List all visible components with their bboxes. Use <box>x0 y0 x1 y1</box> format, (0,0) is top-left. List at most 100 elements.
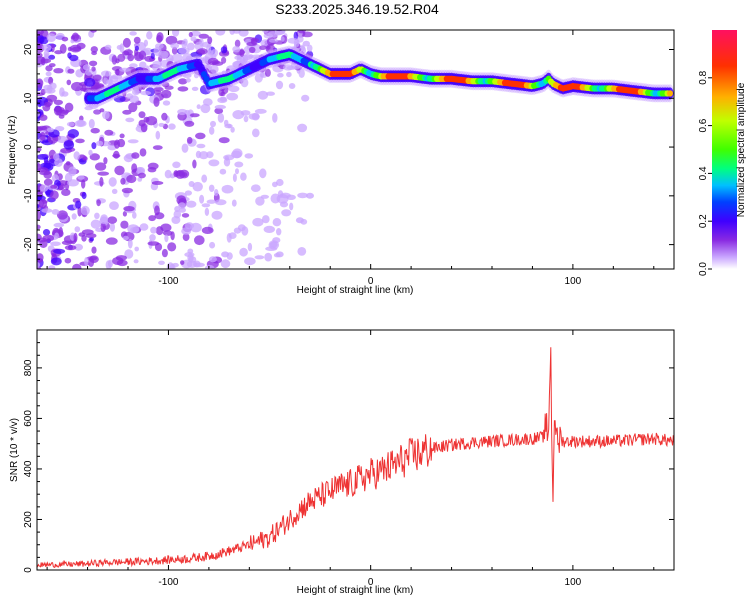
spectrogram-cell <box>56 210 68 220</box>
spectrogram-cell <box>56 135 68 144</box>
spectrogram-cell <box>158 260 165 265</box>
spectrogram-cell <box>182 233 190 242</box>
spectrogram-cell <box>201 226 214 234</box>
spectrogram-cell <box>58 226 63 237</box>
spectrogram-cell <box>188 256 197 263</box>
spectrogram-cell <box>37 262 41 268</box>
spectrogram-cell <box>204 264 215 269</box>
spectrogram-cell <box>226 92 239 101</box>
spectrogram-cell <box>171 46 178 55</box>
spectrogram-cell <box>263 33 273 39</box>
spectrogram-cell <box>158 122 165 127</box>
snr-x-axis-label: Height of straight line (km) <box>297 585 414 596</box>
spectrogram-cell <box>297 247 307 256</box>
spectrogram-cell <box>226 233 232 243</box>
spectrogram-cell <box>667 90 673 97</box>
spectrogram-cell <box>286 194 296 200</box>
spectrogram-cell <box>105 44 112 50</box>
spectrogram-cell <box>223 119 229 127</box>
spectrogram-cell <box>138 50 147 60</box>
spectrogram-cell <box>61 188 71 196</box>
spectrogram-cell <box>39 36 49 45</box>
spectrogram-cell <box>214 189 219 197</box>
spectrogram-cell <box>122 211 127 217</box>
spectrogram-cell <box>286 65 297 70</box>
spectrogram-cell <box>281 209 292 217</box>
colorbar-label: Normalized spectral amplitude <box>736 82 747 217</box>
spectrogram-cell <box>195 150 202 159</box>
spectrogram-cell <box>207 36 213 45</box>
spectrogram-x-axis-label: Height of straight line (km) <box>297 285 414 296</box>
spectrogram-cell <box>95 162 107 171</box>
spectrogram-cell <box>172 30 180 37</box>
y-tick-label: 600 <box>23 410 34 427</box>
y-tick-label: 0 <box>23 144 34 150</box>
spectrogram-cell <box>46 33 56 42</box>
colorbar-tick-label: 0.0 <box>698 262 709 276</box>
colorbar-tick-label: 0.6 <box>698 118 709 132</box>
spectrogram-cell <box>171 53 183 63</box>
spectrogram-cell <box>221 56 227 64</box>
spectrogram-cell <box>177 108 188 116</box>
spectrogram-cell <box>109 222 115 232</box>
spectrogram-cell <box>196 61 203 69</box>
spectrogram-cell <box>181 213 190 218</box>
spectrogram-cell <box>184 190 192 196</box>
spectrogram-cell <box>116 45 123 50</box>
spectrogram-cell <box>241 226 249 236</box>
spectrogram-cell <box>296 30 299 31</box>
spectrogram-cell <box>290 21 295 30</box>
spectrogram-cell <box>181 40 188 49</box>
spectrogram-cell <box>262 30 269 33</box>
x-tick-label: 0 <box>368 276 374 287</box>
spectrogram-cell <box>120 220 129 229</box>
spectrogram-cell <box>254 73 263 83</box>
spectrogram-cell <box>132 88 140 96</box>
spectrogram-cell <box>38 199 48 209</box>
spectrogram-cell <box>134 246 139 252</box>
spectrogram-cell <box>202 98 213 106</box>
spectrogram-cell <box>192 159 197 169</box>
y-tick-label: -20 <box>23 237 34 252</box>
spectrogram-cell <box>138 111 146 119</box>
spectrogram-cell <box>276 228 282 236</box>
spectrogram-cell <box>133 259 139 264</box>
spectrogram-cell <box>257 90 269 100</box>
spectrogram-cell <box>73 243 83 251</box>
spectrogram-cell <box>121 187 133 194</box>
spectrogram-cell <box>43 170 52 179</box>
spectrogram-cell <box>64 245 77 251</box>
spectrogram-cell <box>193 262 205 268</box>
x-tick-label: 0 <box>368 577 374 588</box>
spectrogram-cell <box>75 200 82 209</box>
spectrogram-cell <box>156 32 164 42</box>
spectrogram-cell <box>181 143 189 153</box>
spectrogram-cell <box>100 222 106 233</box>
spectrogram-cell <box>114 165 125 176</box>
spectrogram-cell <box>71 32 79 42</box>
spectrogram-cell <box>88 149 93 156</box>
spectrogram-cell <box>247 242 253 252</box>
spectrogram-cell <box>117 53 126 62</box>
spectrogram-cell <box>194 235 205 246</box>
spectrogram-cell <box>147 162 159 170</box>
spectrogram-cell <box>188 31 193 38</box>
spectrogram-cell <box>73 232 78 243</box>
spectrogram-cell <box>66 121 75 127</box>
spectrogram-cell <box>42 44 52 52</box>
spectrogram-cell <box>91 142 97 150</box>
spectrogram-cell <box>122 109 132 115</box>
spectrogram-x-ticks: -100 0 100 <box>46 30 655 287</box>
spectrogram-cell <box>125 117 135 123</box>
spectrogram-cell <box>51 252 57 258</box>
spectrogram-cell <box>199 151 209 160</box>
snr-panel: -100 0 100 0 200 400 600 800 Height of straigh… <box>9 329 675 596</box>
spectrogram-cell <box>210 64 219 74</box>
spectrogram-cell <box>53 222 65 228</box>
spectrogram-cell <box>230 126 235 133</box>
spectrogram-cell <box>196 104 201 110</box>
spectrogram-cell <box>211 210 223 220</box>
spectrogram-cell <box>48 54 56 60</box>
spectrogram-cell <box>211 60 220 65</box>
spectrogram-cell <box>217 97 228 104</box>
